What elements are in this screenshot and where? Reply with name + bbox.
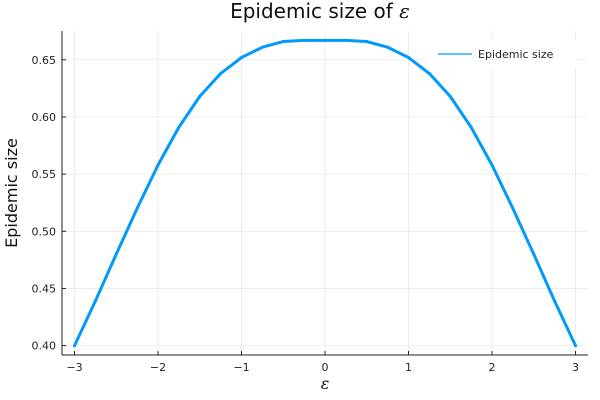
y-tick-label: 0.60	[32, 111, 57, 124]
data-point	[553, 299, 557, 303]
x-tick-label: −2	[150, 361, 166, 374]
data-point	[135, 206, 139, 210]
data-point	[406, 56, 410, 60]
x-tick-label: 0	[322, 361, 329, 374]
data-point	[198, 94, 202, 98]
data-point	[302, 38, 306, 42]
legend-label: Epidemic size	[478, 48, 554, 61]
data-point	[365, 40, 369, 44]
data-point	[344, 38, 348, 42]
chart-title: Epidemic size of ε	[230, 0, 410, 23]
data-point	[114, 252, 118, 256]
x-tick-label: −1	[233, 361, 249, 374]
series	[73, 38, 577, 348]
x-tick-label: 3	[572, 361, 579, 374]
x-tick-label: −3	[66, 361, 82, 374]
data-point	[73, 344, 77, 348]
data-point	[532, 252, 536, 256]
data-point	[219, 72, 223, 76]
data-point	[177, 125, 181, 129]
data-point	[448, 94, 452, 98]
x-axis-title: ε	[321, 374, 330, 393]
data-point	[240, 56, 244, 60]
data-point	[323, 38, 327, 42]
data-point	[490, 163, 494, 167]
y-tick-label: 0.40	[32, 340, 57, 353]
data-point	[156, 163, 160, 167]
data-point	[427, 72, 431, 76]
data-point	[573, 344, 577, 348]
y-tick-label: 0.45	[32, 282, 57, 295]
data-point	[281, 40, 285, 44]
data-point	[511, 206, 515, 210]
grid	[62, 31, 588, 355]
y-tick-label: 0.65	[32, 54, 57, 67]
y-tick-label: 0.50	[32, 225, 57, 238]
data-point	[260, 45, 264, 49]
data-point	[93, 299, 97, 303]
y-axis-title: Epidemic size	[2, 138, 21, 248]
x-tick-label: 2	[488, 361, 495, 374]
chart-title-symbol: ε	[399, 0, 410, 23]
x-tick-label: 1	[405, 361, 412, 374]
y-tick-label: 0.55	[32, 168, 57, 181]
legend: Epidemic size	[428, 40, 576, 68]
data-point	[469, 125, 473, 129]
data-point	[386, 45, 390, 49]
ticks: −3 −2 −1 0 1 2 3 0.40 0.45 0.50 0.55 0.60 0.65	[32, 54, 579, 374]
